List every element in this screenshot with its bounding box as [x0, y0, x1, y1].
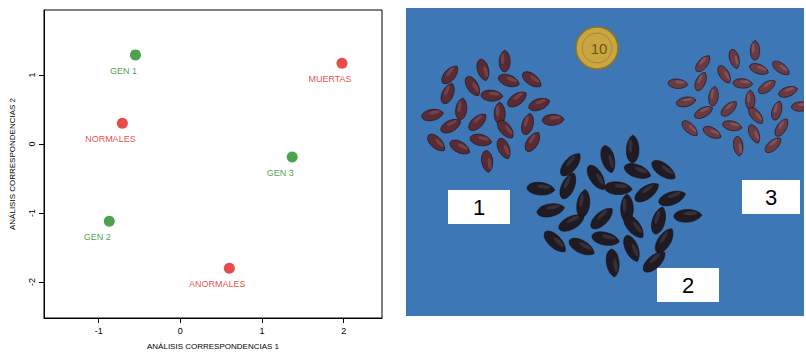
svg-text:-1: -1: [27, 209, 37, 217]
svg-text:ANÁLISIS CORRESPONDENCIAS 1: ANÁLISIS CORRESPONDENCIAS 1: [147, 342, 280, 351]
svg-text:MUERTAS: MUERTAS: [308, 74, 351, 84]
svg-text:1: 1: [259, 326, 264, 336]
svg-text:GEN 3: GEN 3: [267, 168, 294, 178]
svg-text:1: 1: [27, 72, 37, 77]
svg-text:-1: -1: [95, 326, 103, 336]
svg-text:2: 2: [682, 273, 694, 298]
svg-text:0: 0: [178, 326, 183, 336]
svg-text:3: 3: [765, 185, 777, 210]
svg-text:1: 1: [473, 195, 485, 220]
svg-text:0: 0: [27, 141, 37, 146]
svg-text:ANÁLISIS CORRESPONDENCIAS 2: ANÁLISIS CORRESPONDENCIAS 2: [8, 97, 17, 230]
svg-text:2: 2: [341, 326, 346, 336]
svg-text:10: 10: [591, 40, 608, 57]
svg-text:NORMALES: NORMALES: [85, 134, 136, 144]
svg-text:ANORMALES: ANORMALES: [189, 279, 246, 289]
svg-text:GEN 1: GEN 1: [110, 66, 137, 76]
svg-text:-2: -2: [27, 278, 37, 286]
svg-text:GEN 2: GEN 2: [84, 232, 111, 242]
